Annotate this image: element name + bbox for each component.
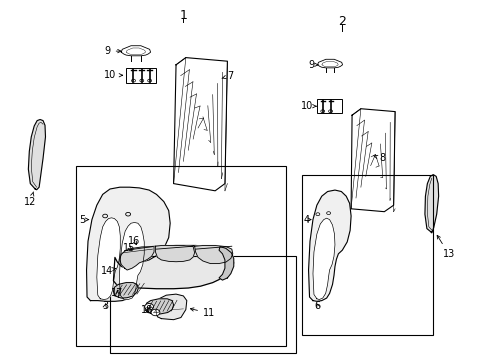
Text: 9: 9 xyxy=(104,46,121,56)
Polygon shape xyxy=(312,218,334,300)
Polygon shape xyxy=(113,246,233,289)
Text: 10: 10 xyxy=(104,70,122,80)
Text: 5: 5 xyxy=(79,215,88,225)
Text: 12: 12 xyxy=(24,192,37,207)
Polygon shape xyxy=(97,218,120,300)
Bar xyxy=(110,256,295,353)
Text: 8: 8 xyxy=(373,153,385,163)
Polygon shape xyxy=(119,222,144,300)
Circle shape xyxy=(151,309,160,316)
Text: 3: 3 xyxy=(102,301,108,311)
Text: 15: 15 xyxy=(123,243,136,253)
Polygon shape xyxy=(155,294,186,320)
Text: 6: 6 xyxy=(314,301,320,311)
Polygon shape xyxy=(173,58,227,191)
Text: 14: 14 xyxy=(100,266,116,276)
Polygon shape xyxy=(145,299,173,314)
Polygon shape xyxy=(424,175,438,233)
Bar xyxy=(316,99,342,113)
Polygon shape xyxy=(113,283,138,298)
Text: 18: 18 xyxy=(140,305,153,315)
Polygon shape xyxy=(219,247,233,280)
Polygon shape xyxy=(317,59,342,68)
Polygon shape xyxy=(194,246,232,264)
Text: 13: 13 xyxy=(436,235,454,259)
Bar xyxy=(126,68,155,83)
Polygon shape xyxy=(121,46,150,56)
Polygon shape xyxy=(308,190,350,301)
Text: 17: 17 xyxy=(111,288,123,298)
Text: 9: 9 xyxy=(308,60,317,70)
Text: 1: 1 xyxy=(179,9,187,22)
Polygon shape xyxy=(86,187,170,301)
Bar xyxy=(76,166,285,346)
Text: 2: 2 xyxy=(338,15,346,28)
Bar xyxy=(302,175,432,335)
Text: 11: 11 xyxy=(190,308,215,318)
Polygon shape xyxy=(28,120,45,190)
Polygon shape xyxy=(155,246,194,262)
Text: 10: 10 xyxy=(300,101,315,111)
Text: 4: 4 xyxy=(304,215,310,225)
Polygon shape xyxy=(120,247,154,270)
Polygon shape xyxy=(350,109,394,212)
Text: 7: 7 xyxy=(222,71,233,81)
Text: 16: 16 xyxy=(128,236,141,246)
Circle shape xyxy=(144,303,153,310)
